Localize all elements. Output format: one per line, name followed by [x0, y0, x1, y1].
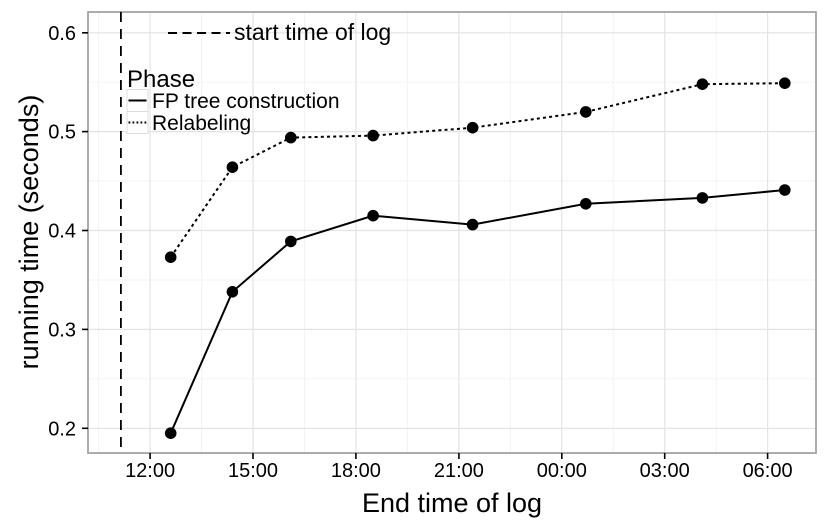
y-axis-title: running time (seconds) [14, 95, 44, 370]
gridlines-minor [88, 12, 816, 453]
gridlines-major [88, 12, 816, 453]
x-axis-title: End time of log [362, 488, 542, 518]
data-point [226, 286, 239, 298]
data-point [367, 129, 379, 142]
legend-title: Phase [127, 66, 195, 93]
y-tick-label: 0.3 [48, 319, 76, 341]
x-tick-label: 21:00 [434, 460, 484, 482]
x-tick-label: 15:00 [228, 460, 278, 482]
data-point [466, 121, 479, 134]
x-tick-label: 00:00 [537, 460, 587, 482]
data-point [367, 209, 379, 222]
series-relabeling [164, 77, 791, 263]
legend-label: Relabeling [152, 112, 251, 135]
data-point [285, 131, 297, 144]
y-tick-label: 0.4 [48, 221, 76, 243]
data-point [696, 192, 709, 204]
data-point [164, 251, 177, 263]
x-tick-label: 06:00 [743, 460, 793, 482]
data-point [580, 106, 592, 118]
data-point [285, 235, 297, 248]
axis-ticks [82, 31, 769, 459]
y-tick-label: 0.5 [48, 122, 76, 144]
data-point [466, 218, 479, 231]
x-tick-label: 18:00 [331, 460, 381, 482]
series-line [169, 82, 785, 258]
legend-label: FP tree construction [152, 90, 340, 113]
annotation-label: start time of log [234, 19, 391, 45]
series-fp-tree-construction [164, 184, 791, 440]
start-time-annotation: start time of log [168, 19, 391, 45]
x-tick-label: 12:00 [125, 460, 175, 482]
data-point [580, 198, 592, 210]
series-line [169, 189, 785, 434]
data-point [226, 161, 239, 173]
data-point [779, 77, 791, 89]
panel-border [87, 11, 817, 454]
x-tick-label: 03:00 [640, 460, 690, 482]
data-point [779, 184, 791, 196]
y-tick-label: 0.2 [48, 418, 76, 440]
data-point [696, 78, 709, 90]
data-point [164, 427, 177, 440]
y-tick-label: 0.6 [48, 23, 76, 45]
plot-panel [88, 12, 816, 453]
